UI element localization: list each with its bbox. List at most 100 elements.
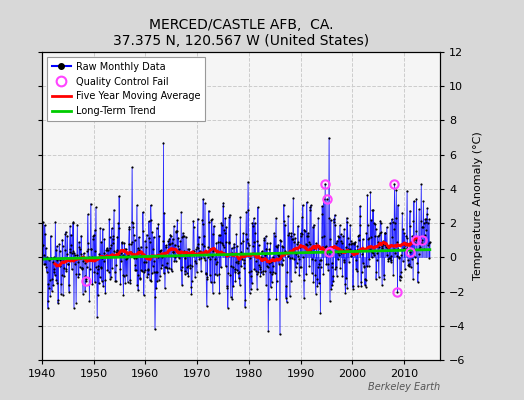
Point	[307, 248, 315, 254]
Point	[223, 283, 231, 289]
Point	[280, 217, 288, 224]
Point	[175, 253, 183, 260]
Point	[105, 234, 114, 240]
Point	[343, 218, 352, 225]
Point	[297, 230, 305, 236]
Point	[64, 261, 72, 267]
Point	[122, 256, 130, 263]
Point	[100, 236, 108, 242]
Point	[312, 244, 321, 250]
Point	[145, 218, 153, 224]
Point	[238, 238, 247, 244]
Point	[77, 251, 85, 257]
Point	[170, 223, 178, 229]
Point	[367, 234, 375, 240]
Point	[275, 260, 283, 267]
Point	[328, 260, 336, 266]
Point	[333, 272, 341, 279]
Point	[281, 222, 289, 228]
Point	[287, 277, 295, 284]
Point	[146, 238, 154, 245]
Point	[278, 261, 286, 268]
Point	[102, 247, 111, 253]
Point	[303, 242, 312, 248]
Point	[55, 241, 63, 247]
Point	[216, 239, 225, 245]
Point	[380, 230, 389, 236]
Point	[158, 252, 167, 259]
Point	[75, 264, 84, 270]
Point	[364, 262, 373, 269]
Point	[95, 280, 103, 286]
Point	[376, 220, 385, 226]
Point	[41, 260, 50, 267]
Point	[175, 246, 183, 252]
Point	[359, 245, 368, 252]
Point	[124, 252, 133, 258]
Point	[388, 216, 396, 222]
Point	[364, 236, 373, 242]
Point	[243, 239, 252, 246]
Point	[398, 258, 407, 264]
Point	[423, 205, 431, 211]
Point	[228, 296, 237, 302]
Point	[288, 254, 297, 261]
Point	[182, 250, 191, 257]
Point	[387, 253, 395, 259]
Point	[210, 223, 218, 229]
Point	[158, 262, 166, 268]
Point	[38, 243, 46, 250]
Point	[72, 271, 81, 278]
Point	[399, 245, 408, 251]
Point	[380, 276, 388, 282]
Point	[260, 235, 268, 242]
Point	[226, 212, 234, 218]
Point	[264, 328, 272, 334]
Point	[280, 248, 289, 254]
Point	[104, 252, 112, 259]
Point	[194, 241, 203, 247]
Point	[199, 254, 208, 261]
Point	[190, 224, 198, 230]
Point	[415, 206, 423, 212]
Point	[268, 271, 276, 277]
Point	[134, 287, 142, 294]
Point	[422, 216, 431, 222]
Point	[179, 232, 188, 239]
Point	[243, 245, 251, 252]
Point	[122, 271, 130, 278]
Point	[377, 243, 386, 249]
Point	[182, 234, 190, 240]
Point	[406, 208, 414, 214]
Point	[416, 240, 424, 246]
Point	[250, 266, 258, 272]
Point	[39, 219, 47, 225]
Point	[381, 242, 389, 249]
Point	[236, 214, 244, 220]
Point	[199, 221, 207, 228]
Point	[357, 269, 366, 276]
Point	[318, 203, 326, 209]
Point	[370, 252, 378, 258]
Point	[245, 242, 253, 248]
Point	[409, 218, 418, 224]
Point	[299, 202, 307, 208]
Point	[66, 249, 74, 255]
Point	[279, 244, 288, 250]
Point	[150, 269, 158, 275]
Point	[62, 266, 71, 272]
Point	[209, 230, 217, 237]
Point	[233, 243, 242, 250]
Point	[208, 253, 216, 259]
Point	[397, 252, 406, 258]
Point	[156, 248, 165, 254]
Point	[192, 259, 200, 266]
Point	[391, 250, 399, 256]
Point	[106, 245, 115, 251]
Point	[419, 224, 427, 230]
Point	[319, 244, 327, 251]
Point	[425, 238, 434, 245]
Point	[332, 240, 341, 246]
Point	[423, 220, 432, 226]
Point	[263, 240, 271, 246]
